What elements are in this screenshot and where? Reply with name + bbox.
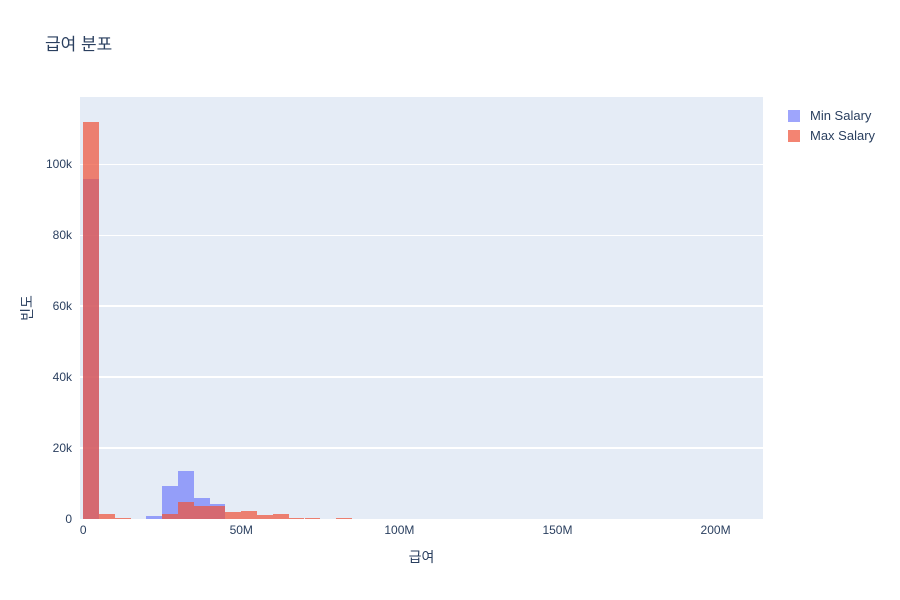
histogram-bar-max-salary [209,505,226,519]
y-gridline [80,305,763,307]
x-axis-title: 급여 [408,549,435,565]
histogram-bar-max-salary [336,517,352,519]
y-tick-label: 0 [65,512,72,526]
legend: Min Salary Max Salary [788,106,875,146]
y-gridline [80,447,763,449]
x-tick-label: 100M [384,523,415,537]
histogram-bar-max-salary [162,513,178,519]
histogram-bar-min-salary [146,515,163,519]
legend-label-min-salary: Min Salary [810,108,872,123]
histogram-bar-max-salary [272,514,289,519]
histogram-bar-max-salary [98,514,115,519]
legend-item-max-salary[interactable]: Max Salary [788,126,875,146]
histogram-bar-max-salary [257,515,273,519]
histogram-bar-max-salary [304,517,321,519]
y-gridline [80,163,763,166]
y-tick-label: 60k [52,299,72,314]
plot-area [80,97,763,519]
histogram-bar-max-salary [241,510,258,519]
histogram-bar-max-salary [178,501,194,519]
legend-label-max-salary: Max Salary [810,128,876,143]
y-tick-label: 80k [52,228,72,243]
legend-item-min-salary[interactable]: Min Salary [788,106,875,126]
y-gridline [80,376,763,378]
y-tick-label: 100k [45,157,72,172]
histogram-bar-max-salary [114,517,131,519]
x-tick-label: 150M [542,523,573,537]
histogram-bar-max-salary [193,505,210,519]
histogram-bar-max-salary [288,517,305,519]
histogram-bar-max-salary [225,511,242,519]
legend-swatch-max-salary [788,130,800,142]
histogram-bar-max-salary [83,121,99,519]
x-tick-label: 50M [229,523,253,537]
y-tick-label: 40k [52,370,72,385]
chart-title: 급여 분포 [45,35,113,54]
histogram-bar-min-salary [162,486,178,519]
y-gridline [80,234,763,237]
x-tick-label: 0 [79,523,87,537]
y-tick-label: 20k [52,441,72,456]
legend-swatch-min-salary [788,110,800,122]
x-tick-label: 200M [700,523,731,537]
